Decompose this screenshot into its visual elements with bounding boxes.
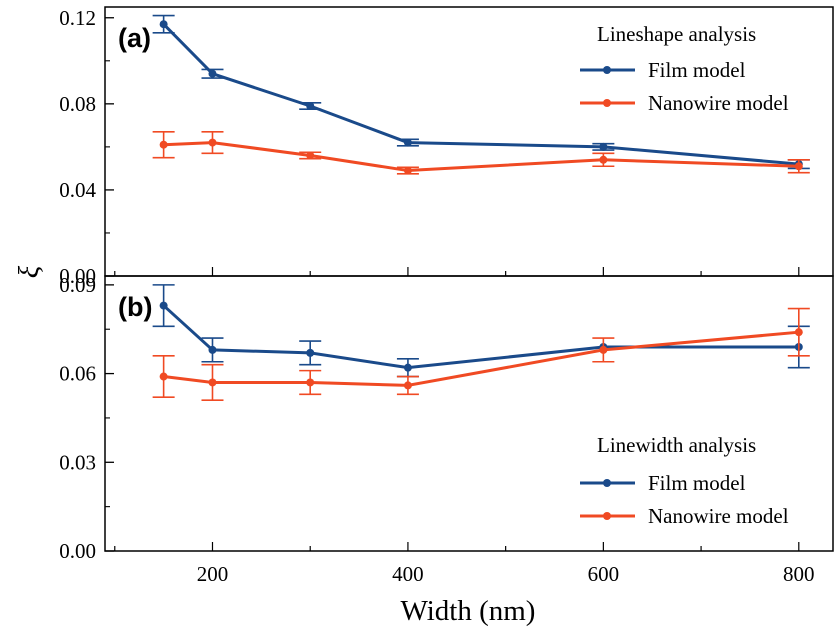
data-point (403, 381, 412, 390)
data-point (599, 142, 608, 151)
data-point (794, 162, 803, 171)
series-film-model (152, 284, 810, 378)
data-point (208, 378, 217, 387)
data-point (403, 363, 412, 372)
series-line (162, 23, 799, 166)
legend-swatch-marker (603, 512, 611, 520)
series-line (162, 304, 799, 370)
x-tick-label: 400 (392, 562, 424, 586)
data-point (794, 328, 803, 337)
series-nanowire-model (152, 307, 810, 401)
panel-a: 0.00 0.04 0.08 0.12 (a) Lineshape analysis Fil… (59, 6, 834, 288)
legend-label: Nanowire model (648, 91, 789, 115)
y-tick-label: 0.00 (59, 264, 96, 288)
data-point (403, 138, 412, 147)
x-tick-label: 200 (197, 562, 229, 586)
data-point (306, 151, 315, 160)
y-tick-label: 0.08 (59, 92, 96, 116)
data-point (403, 166, 412, 175)
data-point (159, 20, 168, 29)
legend-item: Nanowire model (580, 504, 789, 528)
legend-label: Film model (648, 471, 746, 495)
legend-swatch-marker (603, 479, 611, 487)
data-point (208, 69, 217, 78)
data-point (159, 301, 168, 310)
series-line (163, 141, 799, 173)
legend-label: Film model (648, 58, 746, 82)
x-tick-label: 800 (783, 562, 815, 586)
plot-frame (104, 275, 834, 552)
series-line (163, 330, 799, 387)
legend-swatch-marker (603, 66, 611, 74)
data-point (306, 101, 315, 110)
x-axis-title: Width (nm) (401, 595, 536, 627)
y-tick-label: 0.00 (59, 539, 96, 563)
data-point (208, 138, 217, 147)
legend-item: Film model (580, 58, 746, 82)
x-tick-label: 600 (588, 562, 620, 586)
legend: Lineshape analysis Film model Nanowire mod… (580, 22, 789, 115)
data-point (159, 372, 168, 381)
legend: Linewidth analysis Film model Nanowire mod… (580, 433, 789, 528)
series-nanowire-model (152, 131, 810, 175)
legend-label: Nanowire model (648, 504, 789, 528)
legend-item: Nanowire model (580, 91, 789, 115)
data-point (306, 348, 315, 357)
data-point (599, 155, 608, 164)
legend-swatch-marker (603, 99, 611, 107)
y-axis-title: ξ (13, 265, 45, 278)
y-tick-label: 0.04 (59, 178, 96, 202)
panel-label: (a) (118, 23, 151, 53)
y-tick-label: 0.06 (59, 362, 96, 386)
data-point (159, 140, 168, 149)
panel-label: (b) (118, 292, 152, 322)
y-tick-label: 0.12 (59, 6, 96, 30)
panel-b: 0.00 0.03 0.06 0.09 200 400 600 800 (b) Linewidth… (59, 273, 834, 586)
legend-item: Film model (580, 471, 746, 495)
data-point (208, 345, 217, 354)
legend-title: Linewidth analysis (597, 433, 756, 457)
data-point (306, 378, 315, 387)
y-tick-label: 0.09 (59, 273, 96, 297)
legend-title: Lineshape analysis (597, 22, 756, 46)
data-point (599, 345, 608, 354)
y-tick-label: 0.03 (59, 450, 96, 474)
